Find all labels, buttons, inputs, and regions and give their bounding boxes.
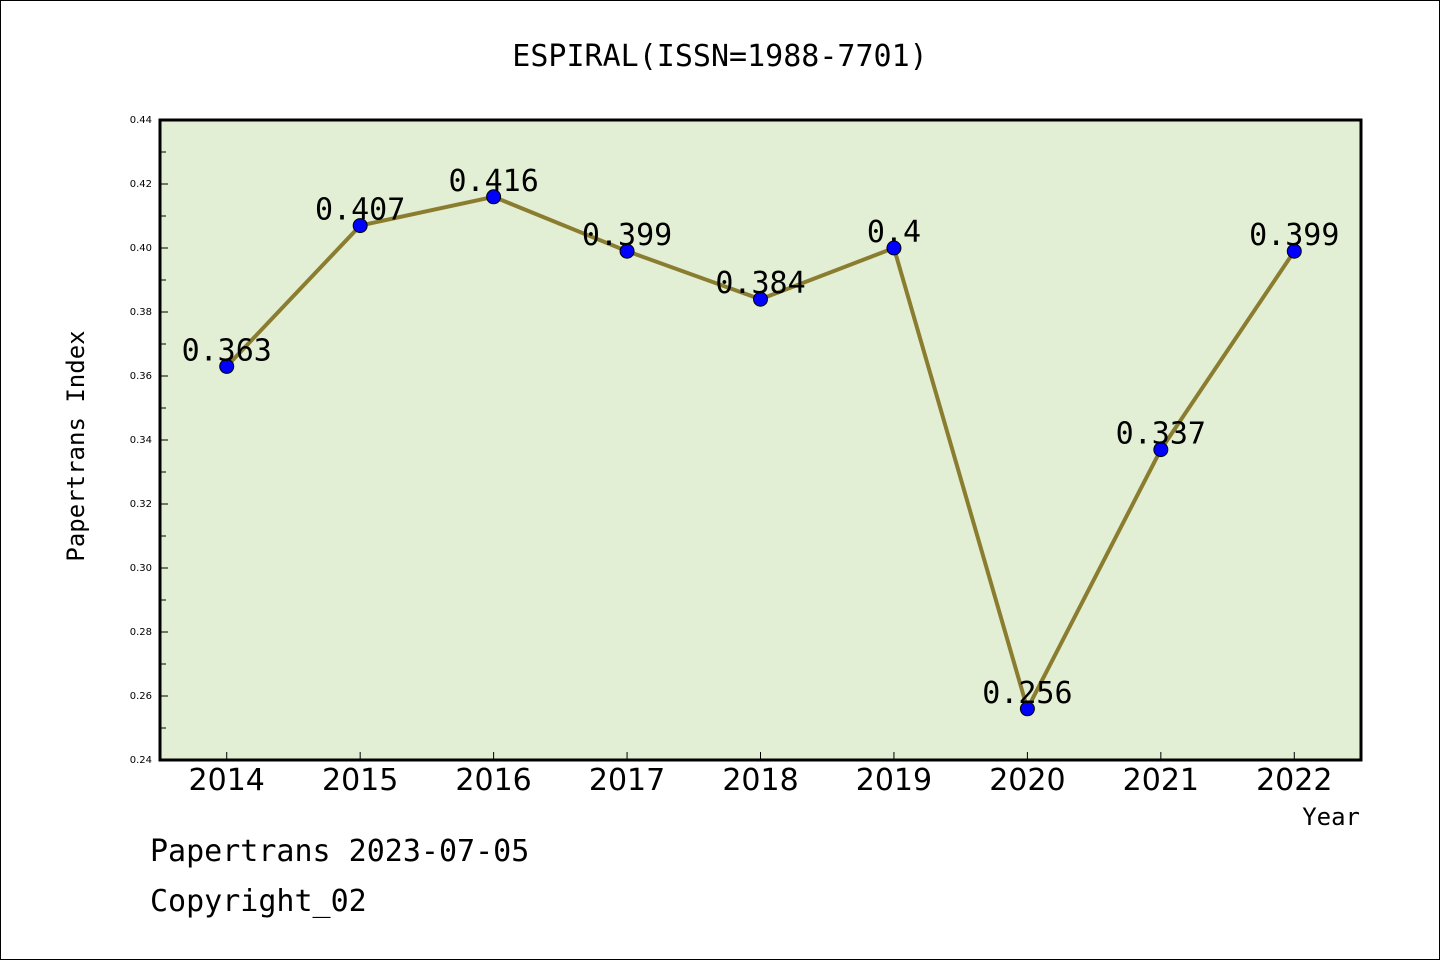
data-label: 0.363 <box>182 333 272 368</box>
footer-copyright: Copyright_02 <box>150 884 367 919</box>
data-point <box>886 240 902 256</box>
plot-border <box>158 118 1363 762</box>
data-point <box>1019 701 1035 717</box>
y-tick-label: 0.34 <box>130 435 152 446</box>
data-point <box>619 243 635 259</box>
y-tick-label: 0.42 <box>130 179 152 190</box>
data-point <box>219 358 235 374</box>
data-point <box>1286 243 1302 259</box>
x-tick-label: 2022 <box>1256 763 1332 798</box>
data-label: 0.384 <box>715 266 805 301</box>
x-tick-label: 2014 <box>189 763 265 798</box>
data-label: 0.399 <box>582 218 672 253</box>
y-tick-label: 0.38 <box>130 307 152 318</box>
x-tick-label: 2018 <box>722 763 798 798</box>
x-axis: 2014 2015 2016 2017 2018 2019 2020 2021 2022 <box>189 752 1332 798</box>
y-tick-label: 0.40 <box>130 243 152 254</box>
x-tick-label: 2021 <box>1123 763 1199 798</box>
data-label: 0.337 <box>1116 417 1206 452</box>
x-axis-label: Year <box>1302 803 1360 831</box>
y-tick-label: 0.28 <box>130 627 152 638</box>
chart-title: ESPIRAL(ISSN=1988-7701) <box>512 39 927 74</box>
x-tick-label: 2020 <box>989 763 1065 798</box>
data-label: 0.4 <box>867 215 921 250</box>
data-point <box>753 291 768 307</box>
x-tick-label: 2019 <box>856 763 932 798</box>
data-point <box>486 189 502 205</box>
y-tick-label: 0.36 <box>130 371 152 382</box>
y-tick-label: 0.30 <box>130 563 152 574</box>
x-tick-label: 2015 <box>322 763 398 798</box>
data-label: 0.407 <box>315 193 405 228</box>
x-tick-label: 2016 <box>455 763 531 798</box>
data-label: 0.399 <box>1249 218 1339 253</box>
series-layer <box>219 189 1302 717</box>
data-labels: 0.363 0.407 0.416 0.399 0.384 0.4 0.256 0.337 0.… <box>182 164 1340 711</box>
data-label: 0.256 <box>982 676 1072 711</box>
data-point <box>352 218 368 234</box>
data-label: 0.416 <box>448 164 538 199</box>
y-tick-label: 0.24 <box>130 755 152 766</box>
y-tick-label: 0.44 <box>130 115 152 126</box>
x-tick-label: 2017 <box>589 763 665 798</box>
y-tick-label: 0.32 <box>130 499 152 510</box>
data-point <box>1153 442 1169 458</box>
y-axis-label: Papertrans Index <box>62 330 90 561</box>
footer-source: Papertrans 2023-07-05 <box>150 834 530 869</box>
y-tick-label: 0.26 <box>130 691 152 702</box>
